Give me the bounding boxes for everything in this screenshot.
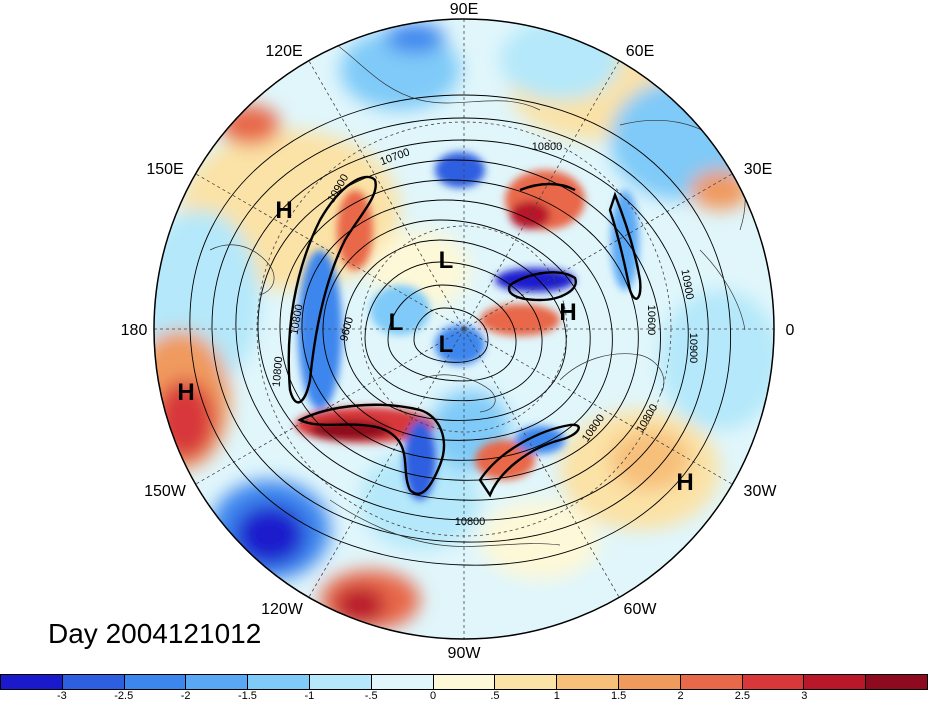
colorbar-swatch (680, 674, 743, 690)
colorbar-swatch (804, 674, 867, 690)
colorbar-swatch (0, 674, 63, 690)
coastlines (209, 39, 746, 547)
lon-label-120w: 120W (261, 601, 304, 618)
colorbar-swatch (248, 674, 310, 690)
high-center: H (275, 197, 292, 224)
high-center: H (177, 379, 194, 406)
high-center: H (559, 299, 576, 326)
lon-label-90e: 90E (450, 1, 478, 18)
contour-label: 10800 (455, 516, 486, 528)
contour-label: 10600 (645, 305, 657, 336)
contour-label: 10900 (687, 333, 699, 364)
low-center: L (439, 331, 454, 358)
colorbar-tick-label: -2 (180, 690, 191, 702)
colorbar-swatch (557, 674, 619, 690)
colorbar-tick-label: -1 (304, 690, 315, 702)
lon-label-90w: 90W (448, 645, 482, 662)
day-title: Day 2004121012 (48, 618, 262, 649)
colorbar-tick-label: -.5 (364, 690, 378, 702)
colorbar-tick-label: -3 (56, 690, 67, 702)
lon-label-0: 0 (786, 322, 795, 339)
colorbar (0, 674, 928, 690)
height-contours (189, 94, 732, 566)
lon-label-30e: 30E (744, 161, 772, 178)
lon-label-120e: 120E (265, 43, 302, 60)
colorbar-swatch (124, 674, 187, 690)
colorbar-swatch (371, 674, 434, 690)
colorbar-tick-label: 3 (801, 690, 808, 702)
colorbar-tick-label: -1.5 (237, 690, 257, 702)
colorbar-tick-label: 0 (430, 690, 437, 702)
low-center: L (389, 309, 404, 336)
colorbar-swatch (433, 674, 496, 690)
colorbar-swatch (742, 674, 805, 690)
colorbar-ticks: -3 -2.5 -2 -1.5 -1 -.5 0 .5 1 1.5 2 2.5 3 (0, 690, 928, 702)
colorbar-tick-label: 2.5 (734, 690, 751, 702)
polar-map: 90E 60E 30E 0 30W 60W 90W 120W 150W 180 … (121, 1, 795, 662)
lon-label-60w: 60W (624, 601, 658, 618)
lon-label-60e: 60E (626, 43, 654, 60)
colorbar-swatch (618, 674, 681, 690)
pressure-centers: H H H H L L L (177, 197, 693, 496)
contour-label: 10800 (288, 303, 305, 335)
lon-label-150w: 150W (144, 483, 187, 500)
colorbar-tick-label: 1 (553, 690, 560, 702)
lon-label-30w: 30W (744, 483, 778, 500)
contour-label: 10800 (532, 141, 563, 153)
colorbar-swatch (495, 674, 558, 690)
colorbar-tick-label: 2 (677, 690, 684, 702)
jet-contours (287, 175, 642, 498)
colorbar-swatch (866, 674, 928, 690)
map-border (153, 18, 775, 640)
anomaly-field (154, 19, 774, 639)
low-center: L (439, 247, 454, 274)
graticule (154, 19, 774, 639)
longitude-labels: 90E 60E 30E 0 30W 60W 90W 120W 150W 180 … (121, 1, 795, 662)
contour-label: 10900 (678, 268, 695, 300)
lon-label-180: 180 (121, 322, 148, 339)
colorbar-tick-label: -2.5 (114, 690, 134, 702)
high-center: H (676, 469, 693, 496)
lon-label-150e: 150E (146, 161, 183, 178)
colorbar-swatch (186, 674, 249, 690)
colorbar-swatch (62, 674, 125, 690)
contour-label: 10800 (271, 356, 286, 388)
colorbar-tick-label: 1.5 (611, 690, 627, 702)
colorbar-swatch (309, 674, 372, 690)
colorbar-tick-label: .5 (490, 690, 500, 702)
